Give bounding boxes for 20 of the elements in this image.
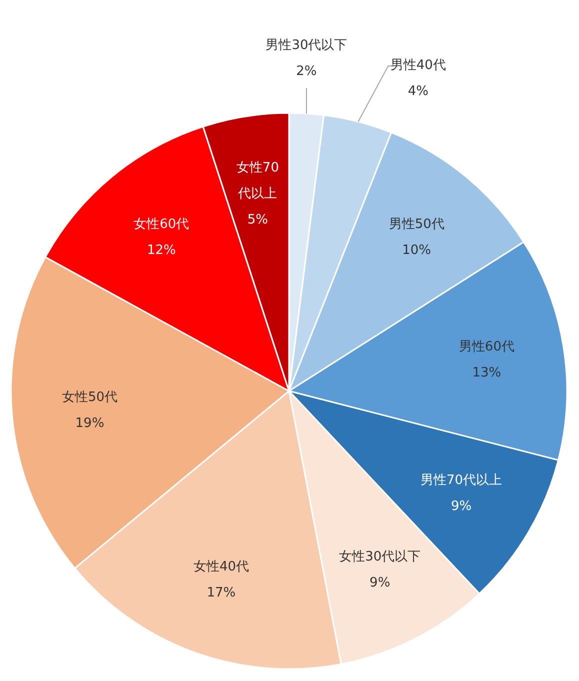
data-label: 9% — [370, 575, 390, 590]
slice-label: 女性40代 — [193, 559, 249, 574]
slice-label: 女性50代 — [62, 390, 118, 405]
slice-label: 女性30代以下 — [339, 549, 421, 564]
slice-label: 女性70代以上 — [236, 160, 279, 202]
slice-label: 女性60代 — [134, 216, 190, 232]
slice-label: 男性40代 — [390, 58, 446, 73]
data-label: 10% — [402, 242, 432, 258]
data-label: 17% — [206, 585, 236, 600]
data-label: 13% — [472, 366, 502, 381]
data-label: 19% — [75, 416, 104, 431]
data-label: 2% — [296, 64, 317, 79]
data-label: 5% — [247, 212, 268, 228]
data-label: 4% — [408, 84, 428, 99]
data-label: 9% — [450, 498, 472, 514]
data-label: 12% — [146, 242, 176, 258]
slice-label: 男性50代 — [388, 216, 444, 232]
slice-label: 男性60代 — [458, 340, 514, 355]
slice-label: 男性30代以下 — [266, 38, 348, 53]
slice-label: 男性70代以上 — [420, 472, 502, 488]
